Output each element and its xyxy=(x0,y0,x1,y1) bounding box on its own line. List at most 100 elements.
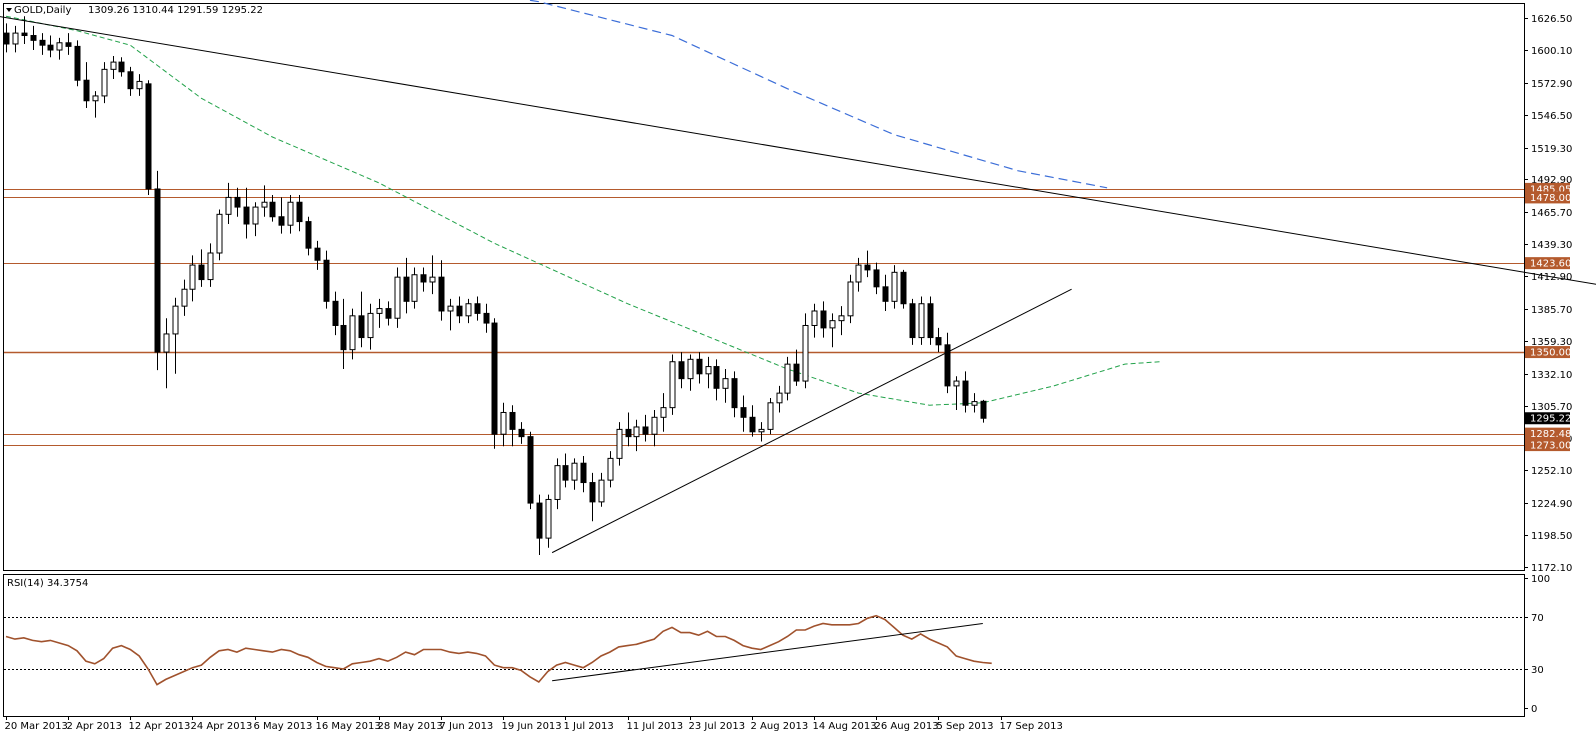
time-tick-label: 11 Jul 2013 xyxy=(627,721,684,732)
candle-body xyxy=(527,436,534,504)
candle xyxy=(935,327,942,353)
candle xyxy=(820,301,827,338)
candle-body xyxy=(287,201,294,226)
level-tag-bg xyxy=(1525,439,1570,452)
candle-body xyxy=(855,264,862,283)
price-pane-frame xyxy=(3,3,1525,571)
level-tag: 1478.00 xyxy=(1530,193,1571,204)
candle-body xyxy=(181,288,188,307)
symbol-dropdown-icon[interactable] xyxy=(6,8,12,12)
candle xyxy=(332,291,339,336)
candle xyxy=(873,262,880,295)
candle xyxy=(962,371,969,413)
price-axis: 1626.50 1600.10 1572.90 1546.50 1519.30 1492.… xyxy=(1524,14,1572,574)
candle-body xyxy=(447,305,454,312)
candle-body xyxy=(784,363,791,394)
candle-body xyxy=(376,308,383,314)
candle xyxy=(411,267,418,309)
candle-body xyxy=(927,303,934,339)
candle-body xyxy=(909,303,916,339)
level-tag: 1350.00 xyxy=(1530,348,1571,359)
candle xyxy=(687,354,694,391)
candle-body xyxy=(802,324,809,382)
candle-body xyxy=(882,286,889,302)
rsi-line xyxy=(5,614,992,686)
candle xyxy=(145,80,152,195)
candle xyxy=(3,23,10,53)
candle xyxy=(340,298,347,369)
price-tick-label: 1252.10 xyxy=(1531,466,1572,477)
candle xyxy=(438,260,445,321)
time-tick-label: 6 May 2013 xyxy=(254,721,313,732)
price-tick-label: 1492.90 xyxy=(1531,175,1572,186)
candle-body xyxy=(971,401,978,406)
candle xyxy=(181,279,188,316)
candle-body xyxy=(580,462,587,484)
moving-averages xyxy=(5,0,1161,406)
price-trendline xyxy=(551,288,1072,554)
candle xyxy=(83,62,90,109)
candle-body xyxy=(500,411,507,435)
candle-body xyxy=(545,498,552,539)
candle xyxy=(633,419,640,452)
candle-body xyxy=(687,358,694,380)
candle xyxy=(767,397,774,435)
candle xyxy=(465,298,472,324)
candle-body xyxy=(642,426,649,435)
candle-body xyxy=(554,465,561,500)
candle xyxy=(101,62,108,104)
candle xyxy=(56,37,63,60)
level-tag-bg xyxy=(1525,346,1570,359)
candle-body xyxy=(411,274,418,302)
candle-body xyxy=(518,428,525,438)
candle xyxy=(660,393,667,432)
candle xyxy=(927,296,934,345)
horizontal-levels xyxy=(4,189,1524,446)
candle-body xyxy=(847,281,854,317)
candle xyxy=(864,250,871,278)
candle xyxy=(447,298,454,331)
rsi-tick-label: 70 xyxy=(1531,613,1544,624)
candle xyxy=(154,170,161,371)
candle-body xyxy=(829,320,836,329)
candle xyxy=(47,35,54,58)
symbol-title: GOLD,Daily xyxy=(14,5,71,16)
candle xyxy=(394,267,401,328)
candle xyxy=(243,187,250,239)
candle-body xyxy=(198,264,205,281)
rsi-tick-label: 100 xyxy=(1531,574,1550,585)
candle-body xyxy=(651,416,658,435)
candle xyxy=(252,202,259,237)
rsi-pane-frame xyxy=(3,574,1525,717)
candle-body xyxy=(207,252,214,281)
candle xyxy=(651,410,658,447)
time-tick-label: 16 May 2013 xyxy=(316,721,381,732)
candle xyxy=(971,393,978,413)
candle-body xyxy=(56,42,63,51)
candle-body xyxy=(767,402,774,430)
candle-body xyxy=(625,428,632,438)
candle-body xyxy=(420,274,427,283)
candle-body xyxy=(491,322,498,435)
candle xyxy=(30,25,37,51)
candle xyxy=(909,298,916,345)
price-tick-label: 1626.50 xyxy=(1531,14,1572,25)
time-tick-label: 23 Jul 2013 xyxy=(689,721,746,732)
candle-body xyxy=(474,303,481,314)
candle-body xyxy=(296,201,303,223)
candle-body xyxy=(403,276,410,302)
candlesticks xyxy=(3,16,987,556)
candle xyxy=(953,376,960,411)
candle-body xyxy=(172,305,179,335)
candle-body xyxy=(216,213,223,254)
candle-body xyxy=(154,188,161,353)
candle-body xyxy=(571,462,578,481)
candle-body xyxy=(438,276,445,312)
candle xyxy=(589,472,596,522)
candle xyxy=(474,296,481,321)
candle xyxy=(713,359,720,401)
candle xyxy=(491,318,498,449)
price-tick-label: 1359.30 xyxy=(1531,337,1572,348)
price-tick-label: 1439.30 xyxy=(1531,240,1572,251)
candle xyxy=(92,91,99,118)
